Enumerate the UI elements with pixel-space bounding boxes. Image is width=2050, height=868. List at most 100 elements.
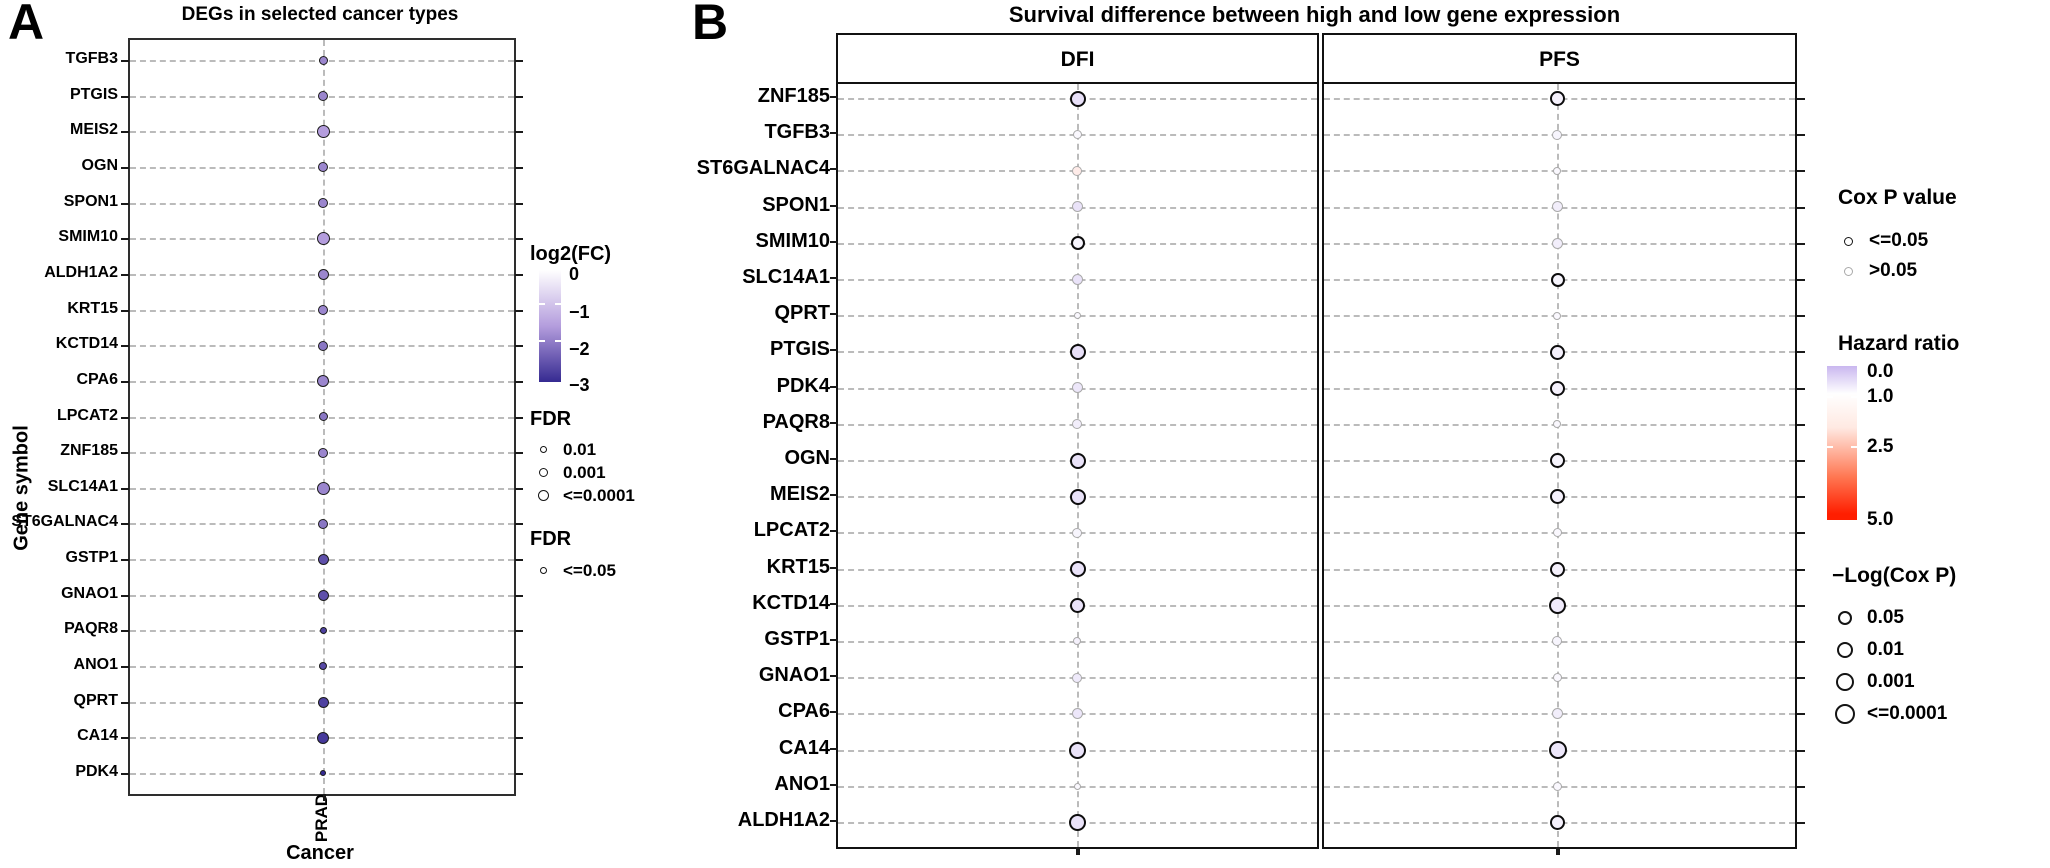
dot-PFS-KRT15 [1550, 561, 1566, 577]
y-axis-tick [830, 204, 838, 207]
y-axis-tick [121, 630, 129, 633]
legend-item-label: 0.001 [563, 462, 606, 482]
dot-DFI-CPA6 [1071, 708, 1083, 720]
y-axis-tick [121, 345, 129, 348]
gene-label: MEIS2 [769, 483, 830, 506]
dot-a-MEIS2 [316, 125, 330, 139]
y-axis-tick [121, 594, 129, 597]
colorbar-notch [539, 340, 545, 342]
gene-label: ZNF185 [60, 442, 118, 460]
dot-PFS-CPA6 [1551, 708, 1563, 720]
panel-a-letter: A [8, 0, 45, 50]
colorbar-notch [1827, 396, 1833, 398]
y-axis-tick [515, 273, 523, 276]
colorbar-notch [1827, 446, 1833, 448]
dot-a-OGN [318, 162, 329, 173]
y-axis-tick [515, 559, 523, 562]
facet-dfi-header: DFI [836, 33, 1319, 86]
dot-a-ST6GALNAC4 [318, 518, 329, 529]
a-colorbar [539, 270, 561, 382]
y-axis-tick [121, 487, 129, 490]
dot-PFS-TGFB3 [1552, 129, 1563, 140]
y-axis-tick [515, 345, 523, 348]
y-axis-tick [121, 523, 129, 526]
y-axis-tick [830, 711, 838, 714]
b-logp-title: −Log(Cox P) [1832, 564, 1957, 587]
y-axis-tick [830, 783, 838, 786]
y-axis-tick [1797, 206, 1805, 209]
size-dot-icon [1836, 673, 1854, 691]
y-axis-tick [1797, 315, 1805, 318]
dot-a-PDK4 [320, 770, 327, 777]
dot-DFI-SLC14A1 [1071, 273, 1083, 285]
gene-label: ALDH1A2 [737, 809, 830, 831]
legend-item-label: <=0.0001 [1867, 703, 1948, 724]
dot-PFS-GNAO1 [1552, 673, 1562, 682]
a-colorbar-tick: −1 [569, 302, 590, 322]
dot-PFS-PAQR8 [1553, 420, 1562, 429]
y-axis-tick [515, 166, 523, 169]
y-axis-tick [830, 494, 838, 497]
dot-PFS-OGN [1550, 453, 1566, 469]
a-fdr1-legend: 0.01 0.001 <=0.0001 [536, 438, 635, 507]
gene-label: CA14 [77, 727, 118, 745]
gene-label: SPON1 [63, 192, 118, 210]
y-axis-tick [830, 277, 838, 279]
gene-label: ANO1 [73, 656, 118, 674]
y-axis-tick [830, 639, 838, 641]
y-axis-tick [1797, 532, 1805, 535]
y-axis-tick [121, 380, 129, 383]
legend-item-label: <=0.0001 [563, 485, 635, 505]
gene-label: KCTD14 [752, 591, 830, 614]
dot-DFI-TGFB3 [1072, 130, 1082, 139]
y-axis-tick [515, 60, 523, 62]
gene-label: ANO1 [774, 772, 830, 795]
a-x-tick-label: PRAD [312, 793, 331, 843]
dot-DFI-MEIS2 [1069, 488, 1086, 505]
a-fdr1-title: FDR [530, 408, 572, 430]
y-axis-tick [1797, 460, 1805, 462]
dot-DFI-LPCAT2 [1072, 527, 1083, 538]
gene-label: GSTP1 [65, 549, 118, 567]
a-xaxis-label: Cancer [286, 842, 354, 864]
legend-item: 0.01 [536, 438, 635, 461]
dot-a-KCTD14 [318, 340, 329, 351]
size-dot-icon [1838, 611, 1852, 625]
a-colorbar-title: log2(FC) [530, 243, 612, 265]
a-fdr2-legend: <=0.05 [536, 559, 616, 582]
y-axis-tick [121, 309, 129, 312]
a-yaxis-label: Gene symbol [10, 425, 33, 551]
facet-pfs-header: PFS [1322, 33, 1797, 86]
gene-label: CA14 [778, 736, 830, 759]
y-axis-tick [830, 421, 838, 424]
b-hr-tick: 0.0 [1867, 361, 1894, 382]
gene-label: SPON1 [762, 193, 830, 216]
y-axis-tick [830, 313, 838, 316]
gene-label: MEIS2 [69, 121, 118, 139]
dot-DFI-PDK4 [1071, 382, 1083, 394]
legend-item-label: <=0.05 [563, 560, 616, 580]
dot-a-CA14 [317, 731, 330, 744]
y-axis-tick [515, 487, 523, 490]
dot-PFS-GSTP1 [1552, 636, 1563, 647]
y-axis-tick [515, 309, 523, 312]
legend-item: 0.001 [1836, 666, 1947, 698]
y-axis-tick [515, 737, 523, 740]
y-axis-tick [1797, 604, 1805, 607]
y-axis-tick [515, 701, 523, 704]
legend-item-label: >0.05 [1869, 260, 1918, 281]
size-dot-icon [539, 567, 547, 574]
gene-label: CPA6 [778, 700, 830, 723]
y-axis-tick [515, 95, 523, 98]
dot-a-GNAO1 [317, 589, 329, 601]
y-axis-tick [121, 773, 129, 775]
dot-PFS-LPCAT2 [1552, 528, 1562, 538]
dot-a-ZNF185 [318, 447, 329, 458]
colorbar-notch [1851, 446, 1857, 448]
y-axis-tick [121, 701, 129, 704]
size-dot-icon [1835, 704, 1855, 724]
colorbar-notch [555, 303, 561, 305]
legend-item-label: 0.001 [1867, 671, 1915, 692]
gene-label: SMIM10 [58, 228, 118, 246]
y-axis-tick [121, 238, 129, 241]
